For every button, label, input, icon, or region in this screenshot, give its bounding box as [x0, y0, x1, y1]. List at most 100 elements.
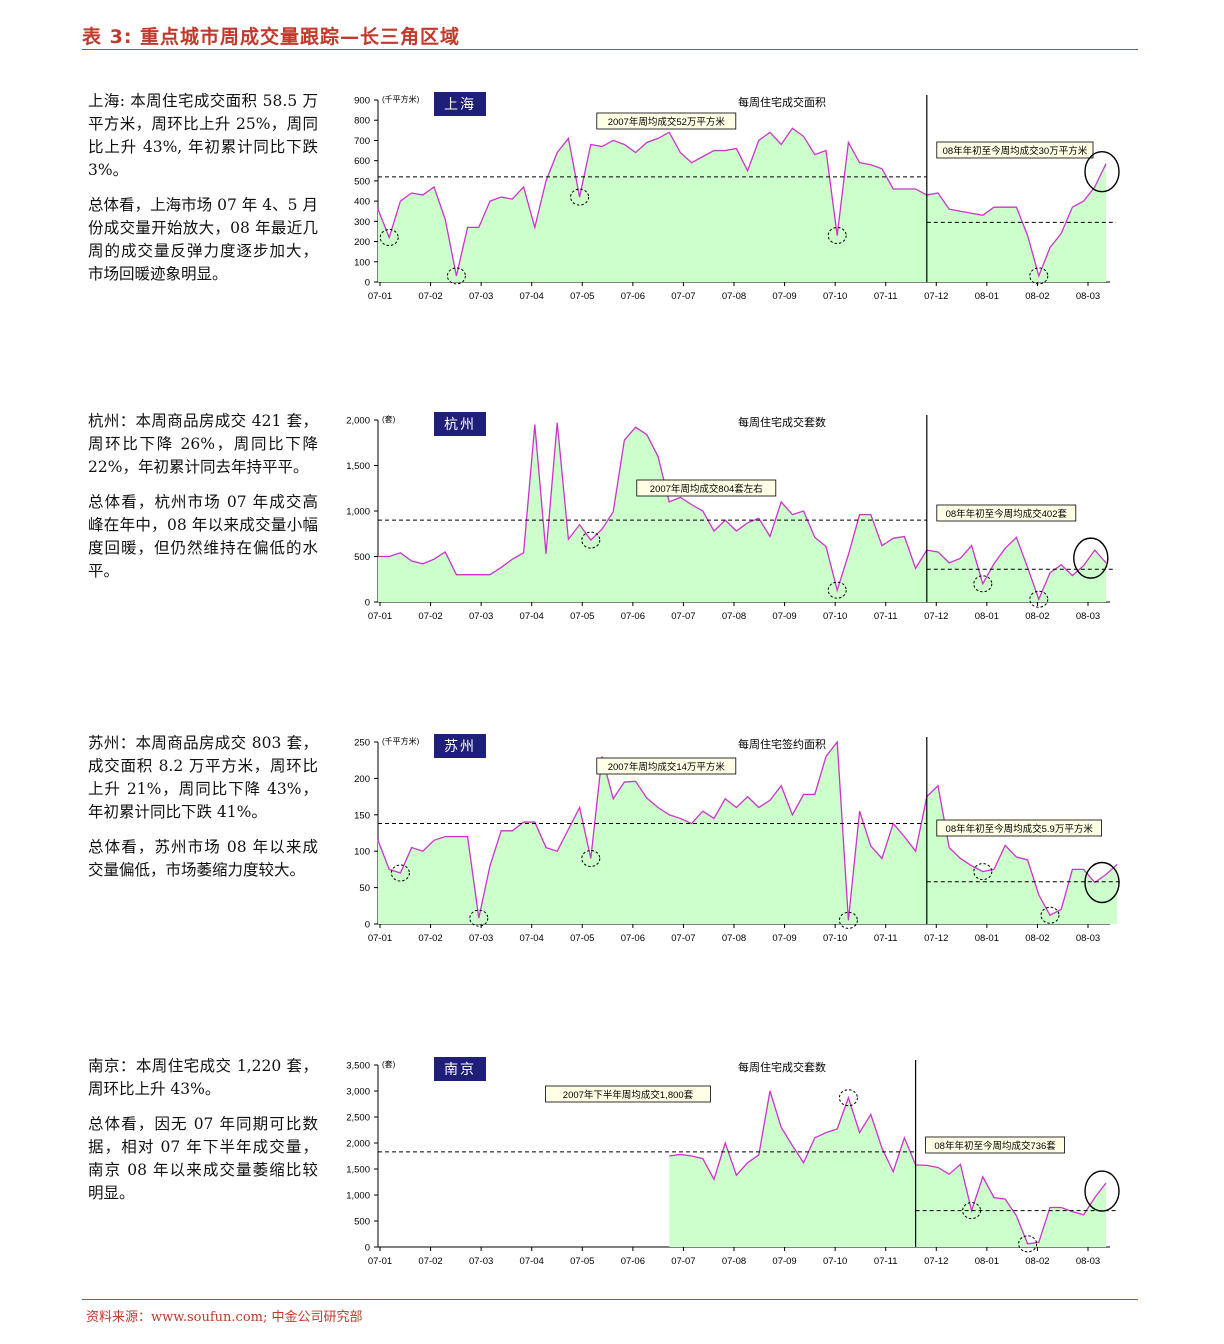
chart-nanjing: 0 500 1,000 1,500 2,000 2,500 3,000 3,500 07-01 0…	[330, 1055, 1120, 1285]
city-badge: 南京	[434, 1057, 486, 1081]
y-tick-label: 2,500	[346, 1113, 370, 1124]
x-tick-label: 07-12	[924, 611, 948, 622]
highlight-circle	[581, 531, 601, 549]
y-tick-label: 1,500	[346, 1165, 370, 1176]
x-tick-label: 08-02	[1025, 291, 1049, 302]
y-unit-label: (套)	[382, 414, 396, 424]
x-tick-label: 07-05	[570, 611, 594, 622]
y-tick-label: 250	[354, 738, 370, 749]
y-tick-label: 500	[354, 1217, 370, 1228]
series-line	[378, 422, 1107, 602]
y-tick-label: 1,000	[346, 507, 370, 518]
commentary-paragraph: 苏州：本周商品房成交 803 套，成交面积 8.2 万平方米，周环比上升 21%…	[88, 734, 318, 821]
x-tick-label: 08-02	[1025, 1256, 1049, 1267]
y-tick-label: 3,000	[346, 1087, 370, 1098]
commentary-paragraph: 总体看，杭州市场 07 年成交高峰在年中，08 年以来成交量小幅度回暖，但仍然维…	[88, 493, 318, 580]
y-tick-label: 2,000	[346, 1139, 370, 1150]
x-tick-label: 07-09	[772, 611, 796, 622]
average-label-box	[636, 479, 777, 497]
x-tick-label: 07-09	[772, 291, 796, 302]
x-tick-label: 07-11	[874, 611, 898, 622]
average-label-box	[925, 1136, 1065, 1154]
chart-title: 每周住宅成交面积	[738, 95, 826, 109]
area-fill	[378, 742, 1118, 924]
x-tick-label: 07-06	[621, 1256, 645, 1267]
x-tick-label: 07-05	[570, 933, 594, 944]
commentary-shanghai: 上海: 本周住宅成交面积 58.5 万平方米，周环比上升 25%，周同比上升 4…	[88, 90, 318, 298]
average-label-box	[596, 112, 737, 130]
x-tick-label: 07-11	[874, 291, 898, 302]
highlight-circle	[838, 1089, 858, 1107]
average-label-box	[936, 504, 1077, 522]
city-badge: 杭州	[434, 412, 486, 436]
average-label: 2007年周均成交52万平方米	[608, 116, 726, 128]
y-tick-label: 700	[354, 136, 370, 147]
x-tick-label: 07-07	[671, 291, 695, 302]
x-tick-label: 07-08	[722, 611, 746, 622]
x-tick-label: 07-03	[469, 1256, 493, 1267]
city-badge-label: 南京	[444, 1061, 476, 1077]
series-line	[377, 127, 1107, 278]
x-tick-label: 07-12	[924, 291, 948, 302]
page-title: 表 3: 重点城市周成交量跟踪—长三角区域	[82, 26, 461, 48]
y-tick-label: 0	[365, 920, 370, 931]
y-tick-label: 800	[354, 116, 370, 127]
commentary-paragraph: 上海: 本周住宅成交面积 58.5 万平方米，周环比上升 25%，周同比上升 4…	[88, 92, 318, 179]
x-tick-label: 08-03	[1076, 291, 1100, 302]
y-tick-label: 200	[354, 774, 370, 785]
x-tick-label: 07-10	[823, 291, 847, 302]
commentary-hangzhou: 杭州：本周商品房成交 421 套，周环比下降 26%，周同比下降 22%，年初累…	[88, 410, 318, 595]
x-tick-label: 07-07	[671, 933, 695, 944]
y-tick-label: 500	[354, 176, 370, 187]
x-tick-label: 08-01	[975, 291, 999, 302]
y-tick-label: 50	[359, 883, 370, 894]
chart-title: 每周住宅签约面积	[738, 737, 826, 751]
x-tick-label: 07-01	[368, 611, 392, 622]
x-tick-label: 07-12	[924, 1256, 948, 1267]
y-tick-label: 200	[354, 237, 370, 248]
x-tick-label: 07-07	[671, 1256, 695, 1267]
city-badge-bg	[434, 412, 486, 436]
chart-svg: 0 500 1,000 1,500 2,000 2,500 3,000 3,500 07-01 0…	[346, 1057, 1120, 1267]
x-tick-label: 08-03	[1076, 1256, 1100, 1267]
y-unit-label: (套)	[382, 1059, 396, 1069]
y-tick-label: 900	[354, 96, 370, 107]
y-tick-label: 1,000	[346, 1191, 370, 1202]
x-tick-label: 07-03	[469, 611, 493, 622]
y-tick-label: 100	[354, 847, 370, 858]
average-label-box	[545, 1085, 711, 1103]
average-label: 08年年初至今周均成交402套	[946, 508, 1068, 520]
x-tick-label: 08-01	[975, 933, 999, 944]
x-tick-label: 07-04	[520, 933, 544, 944]
footer-divider	[82, 1299, 1138, 1300]
highlight-circle	[379, 229, 399, 247]
highlight-circle	[1029, 267, 1049, 285]
chart-svg: 0 500 1,000 1,500 2,000 07-01 07-02 07-03 07-04 0…	[346, 412, 1116, 622]
x-tick-label: 07-02	[418, 1256, 442, 1267]
city-badge: 上海	[434, 92, 486, 116]
highlight-circle	[1040, 906, 1060, 924]
y-tick-label: 600	[354, 156, 370, 167]
source-note: 资料来源：www.soufun.com; 中金公司研究部	[86, 1310, 363, 1325]
x-tick-label: 07-01	[368, 1256, 392, 1267]
chart-suzhou: 0 50 100 150 200 250 07-01 07-02 07-03 07-04 07-05…	[330, 732, 1120, 962]
highlight-circle	[1029, 590, 1049, 608]
city-badge-bg	[434, 734, 486, 758]
x-tick-label: 07-11	[874, 933, 898, 944]
average-label: 08年年初至今周均成交30万平方米	[943, 145, 1088, 157]
x-tick-label: 08-01	[975, 1256, 999, 1267]
x-tick-label: 07-12	[924, 933, 948, 944]
x-tick-label: 07-02	[418, 291, 442, 302]
x-tick-label: 07-02	[418, 933, 442, 944]
x-tick-label: 07-06	[621, 291, 645, 302]
chart-title: 每周住宅成交套数	[738, 415, 826, 429]
average-label: 2007年周均成交14万平方米	[608, 761, 726, 773]
x-tick-label: 07-04	[520, 1256, 544, 1267]
city-badge-label: 杭州	[444, 416, 476, 432]
y-tick-label: 300	[354, 217, 370, 228]
x-tick-label: 07-09	[772, 933, 796, 944]
y-tick-label: 1,500	[346, 461, 370, 472]
latest-circle	[1073, 537, 1109, 579]
average-label-box	[936, 141, 1094, 159]
city-badge-label: 上海	[444, 96, 476, 112]
